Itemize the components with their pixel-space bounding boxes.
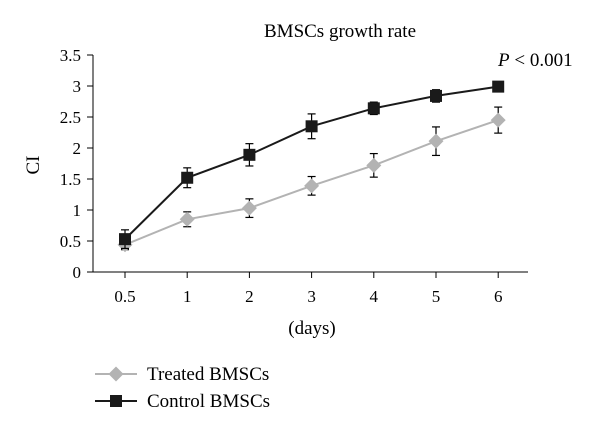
data-point [428,133,444,149]
series-1 [119,80,505,250]
y-tick-label: 1 [73,201,82,220]
y-tick-label: 2.5 [60,108,81,127]
x-axis-title: (days) [288,318,335,339]
data-point [304,178,320,194]
p-value-text: < 0.001 [510,50,573,71]
y-tick-label: 3.5 [60,46,81,65]
x-tick-label: 0.5 [114,287,135,306]
p-value-italic: P [497,50,510,71]
x-tick-label: 6 [494,287,503,306]
data-point [430,89,442,102]
x-tick-label: 3 [307,287,316,306]
y-tick-label: 3 [73,77,82,96]
legend-label: Control BMSCs [147,391,270,412]
x-tick-label: 1 [183,287,192,306]
series-layer [117,80,506,253]
y-tick-label: 2 [73,139,82,158]
data-point [367,102,380,115]
p-value-annotation: P < 0.001 [497,50,573,71]
legend-item: Control BMSCs [95,391,270,412]
chart-title: BMSCs growth rate [264,21,416,42]
legend-item: Treated BMSCs [95,364,269,385]
data-point [490,112,506,128]
data-point [492,80,505,93]
y-tick-label: 1.5 [60,170,81,189]
legend-marker [110,395,122,407]
x-tick-label: 5 [432,287,441,306]
data-point [243,148,256,161]
data-point [241,200,257,216]
data-point [179,211,195,227]
legend: Treated BMSCs Control BMSCs [95,364,270,412]
y-axis-title: CI [23,156,44,175]
y-tick-label: 0 [73,263,82,282]
legend-label: Treated BMSCs [147,364,269,385]
legend-marker [108,366,124,382]
data-point [305,120,318,133]
x-tick-label: 4 [370,287,379,306]
series-line [124,85,499,240]
data-point [119,233,131,246]
data-point [366,157,382,173]
data-point [181,171,194,184]
x-ticks: 0.5 1 2 3 4 5 6 [114,272,502,306]
x-tick-label: 2 [245,287,254,306]
y-ticks: 0 0.5 1 1.5 2 2.5 3 3.5 [60,46,93,282]
y-tick-label: 0.5 [60,232,81,251]
